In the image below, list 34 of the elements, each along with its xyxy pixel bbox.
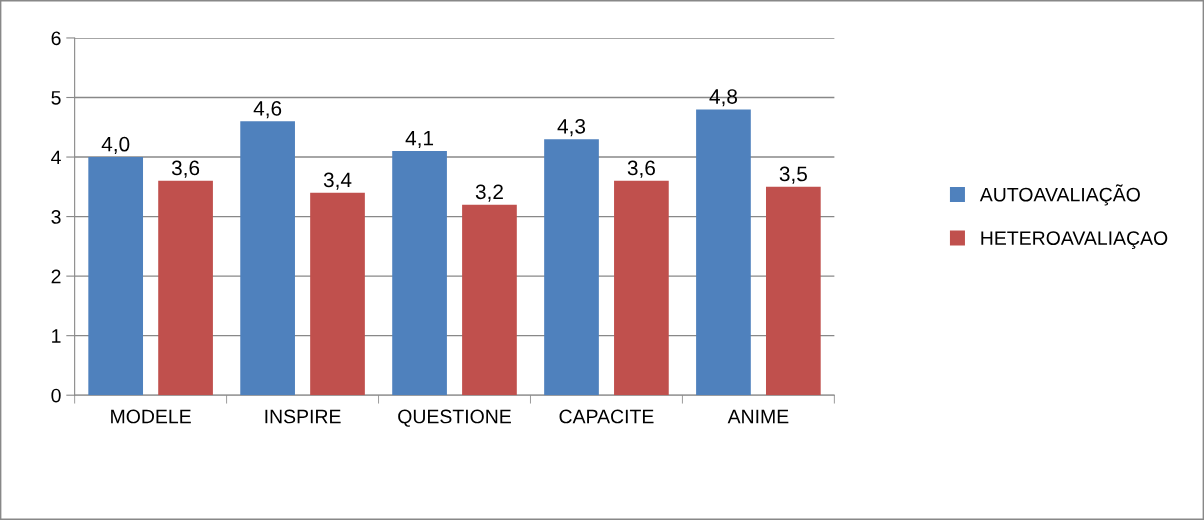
x-tick-label: ANIME — [727, 409, 789, 424]
x-tick-label: MODELE — [111, 409, 191, 424]
bar — [88, 157, 144, 396]
bar — [392, 151, 447, 396]
data-label: 4,1 — [405, 131, 434, 149]
bar — [614, 180, 669, 396]
y-tick-label: 4 — [51, 150, 61, 165]
y-tick-label: 0 — [51, 388, 61, 403]
legend-label: HETEROAVALIAÇAO — [981, 231, 1168, 249]
x-tick-label: CAPACITE — [559, 409, 654, 424]
bar — [544, 139, 599, 396]
data-label: 4,8 — [709, 89, 738, 107]
y-tick-label: 5 — [51, 91, 61, 105]
bar — [240, 121, 295, 396]
x-tick-label: QUESTIONE — [398, 409, 511, 427]
data-label: 4,0 — [101, 136, 130, 154]
bar — [766, 186, 821, 396]
y-tick-label: 6 — [51, 31, 61, 46]
data-label: 3,2 — [475, 184, 503, 202]
data-label: 3,5 — [779, 166, 807, 184]
data-label: 3,6 — [171, 160, 200, 178]
y-tick-label: 3 — [51, 210, 61, 224]
data-label: 4,6 — [253, 101, 282, 119]
y-tick-label: 1 — [52, 329, 61, 343]
x-tick-label: INSPIRE — [265, 409, 341, 424]
bar — [310, 192, 365, 396]
bar — [696, 109, 751, 396]
data-label: 3,6 — [627, 160, 655, 178]
legend-label: AUTOAVALIAÇÃO — [979, 184, 1140, 206]
data-label: 3,4 — [323, 172, 352, 190]
bar — [158, 180, 213, 396]
data-label: 4,3 — [557, 118, 586, 137]
bar — [462, 204, 517, 396]
y-tick-label: 2 — [51, 269, 61, 284]
